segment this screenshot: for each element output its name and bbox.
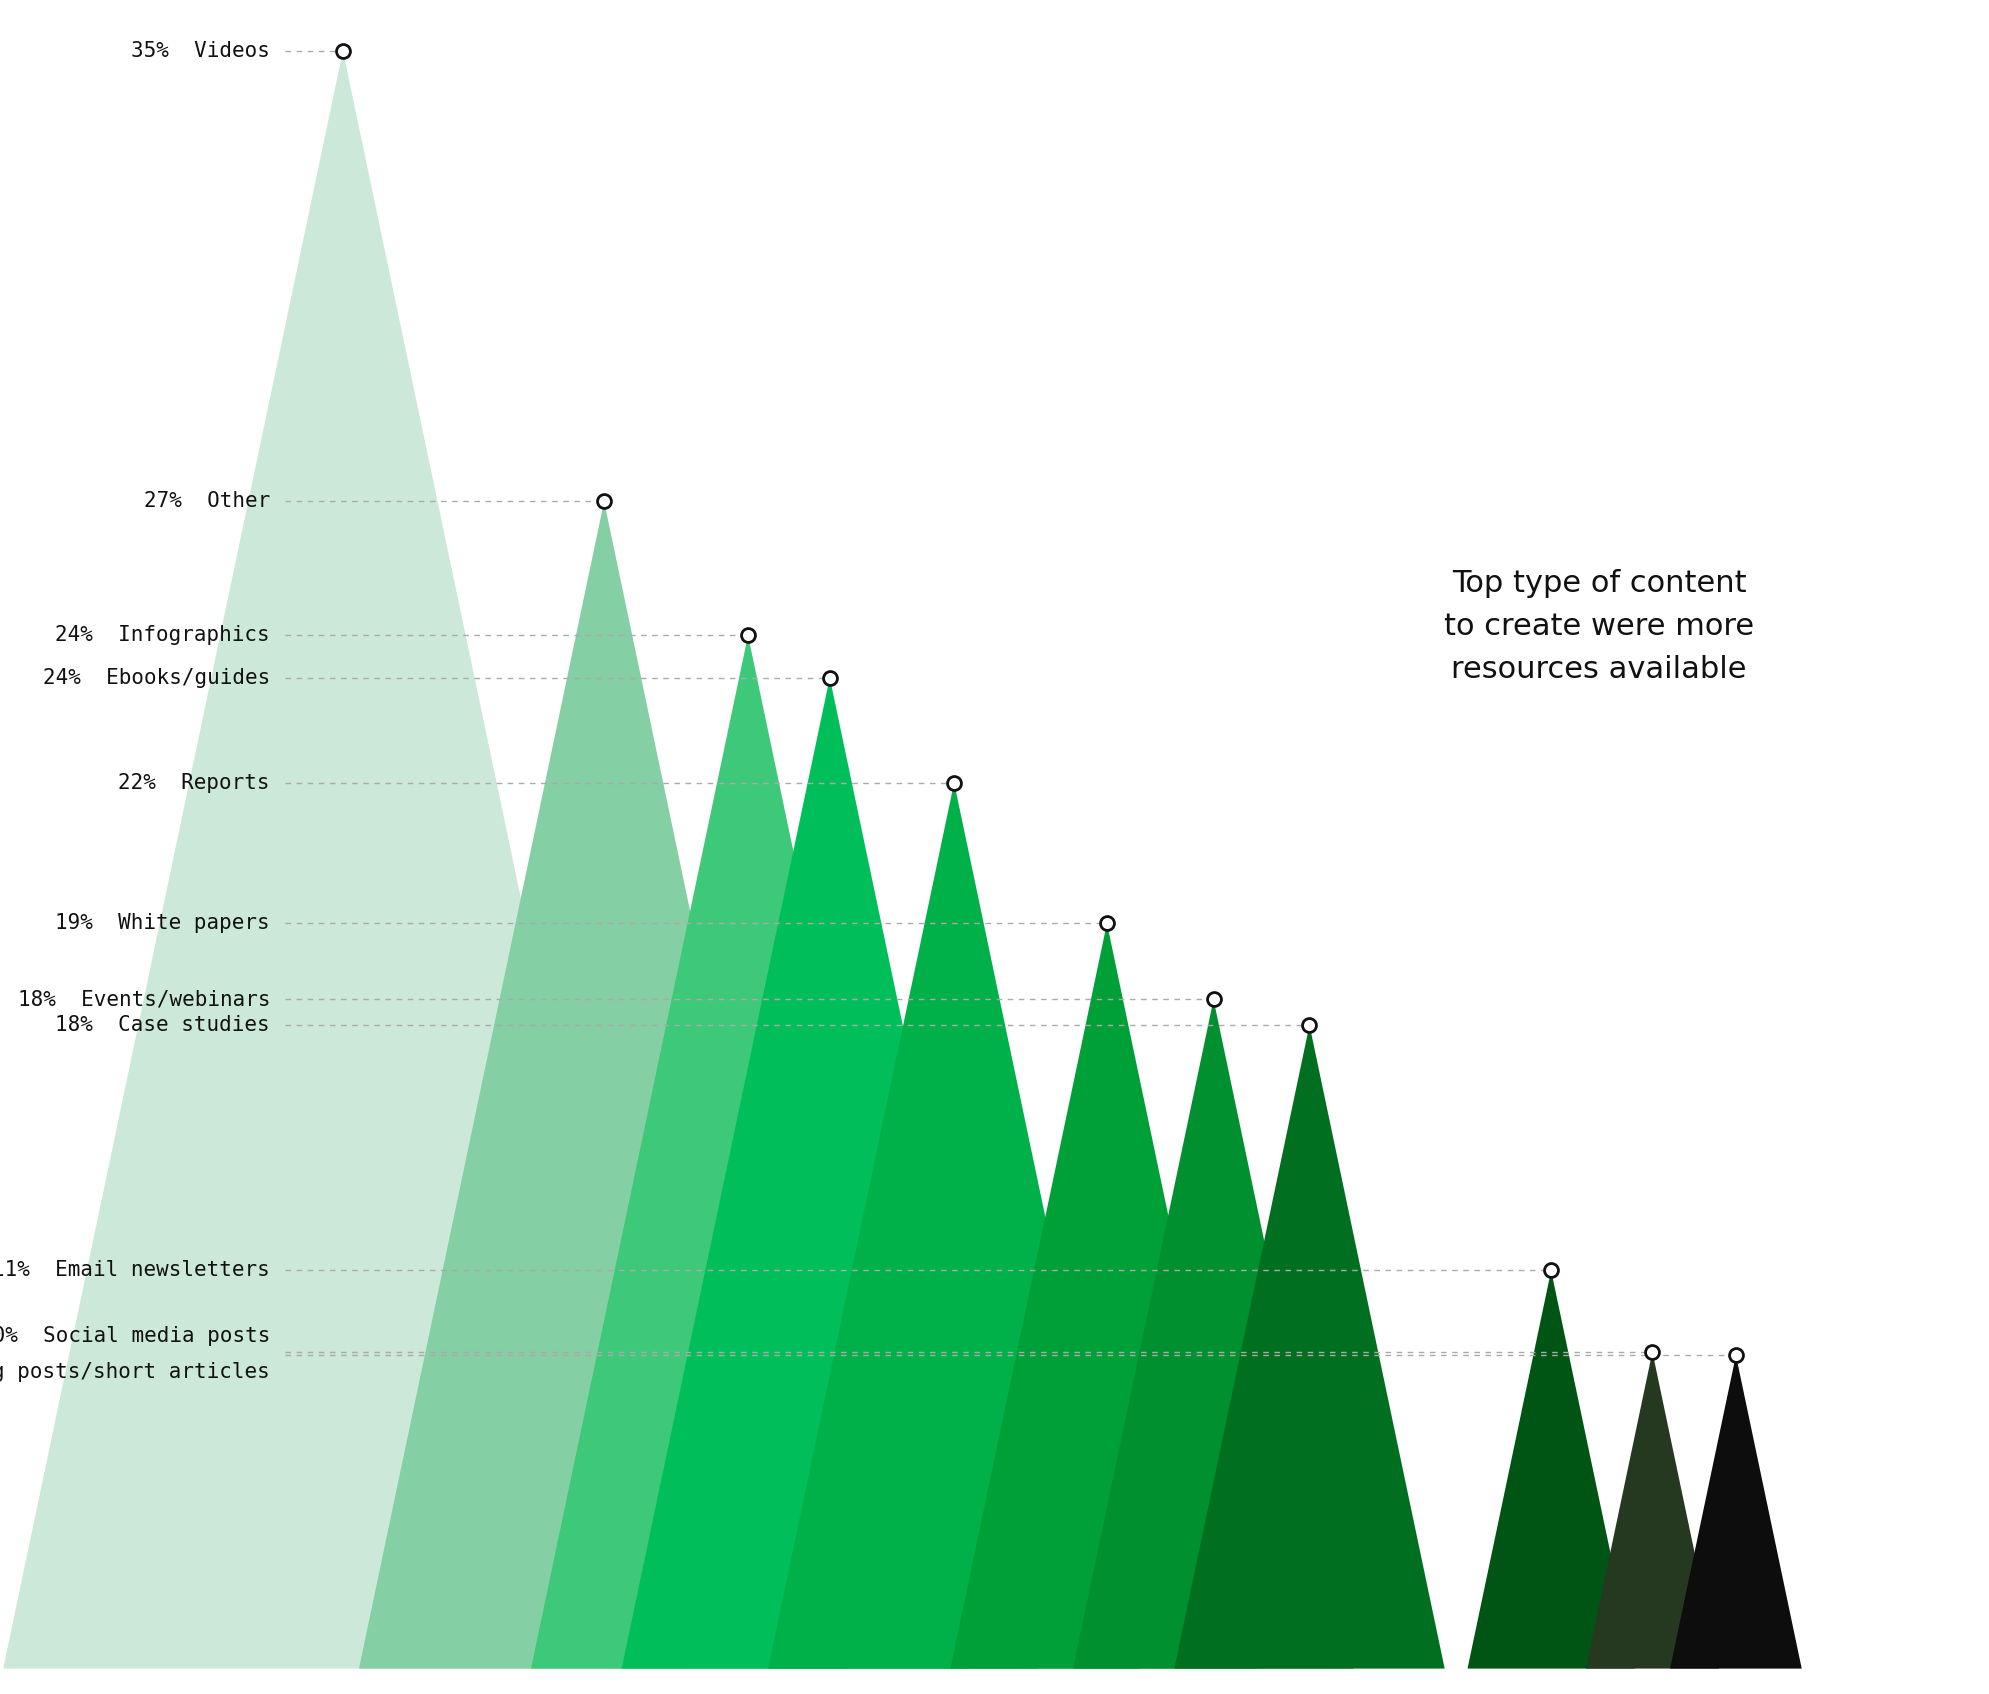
- Polygon shape: [358, 501, 849, 1669]
- Text: 24%  Ebooks/guides: 24% Ebooks/guides: [42, 667, 271, 688]
- Polygon shape: [4, 51, 682, 1669]
- Polygon shape: [1174, 1025, 1444, 1669]
- Text: 24%  Infographics: 24% Infographics: [56, 625, 271, 645]
- Polygon shape: [1072, 999, 1353, 1669]
- Polygon shape: [768, 783, 1140, 1669]
- Polygon shape: [531, 635, 965, 1669]
- Polygon shape: [1585, 1352, 1718, 1669]
- Text: 22%  Reports: 22% Reports: [119, 772, 271, 793]
- Text: 35%  Videos: 35% Videos: [131, 41, 271, 61]
- Polygon shape: [1466, 1270, 1633, 1669]
- Text: Top type of content
to create were more
resources available: Top type of content to create were more …: [1444, 569, 1752, 684]
- Text: 10%  Blog posts/short articles: 10% Blog posts/short articles: [0, 1362, 271, 1382]
- Polygon shape: [951, 923, 1263, 1669]
- Text: 27%  Other: 27% Other: [143, 491, 271, 512]
- Polygon shape: [621, 678, 1038, 1669]
- Text: 10%  Social media posts: 10% Social media posts: [0, 1325, 271, 1345]
- Polygon shape: [1669, 1355, 1800, 1669]
- Text: 19%  White papers: 19% White papers: [56, 913, 271, 933]
- Text: 11%  Email newsletters: 11% Email newsletters: [0, 1260, 271, 1281]
- Text: 18%  Case studies: 18% Case studies: [56, 1015, 271, 1035]
- Text: 18%  Events/webinars: 18% Events/webinars: [18, 989, 271, 1010]
